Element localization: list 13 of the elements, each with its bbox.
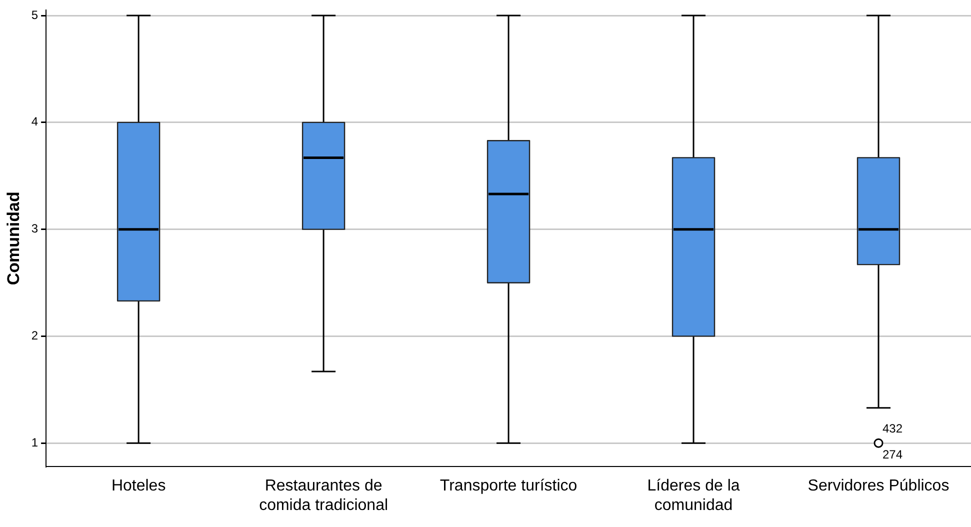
y-tick-label: 3 — [31, 222, 38, 236]
x-tick-label: Líderes de la comunidad — [647, 478, 740, 514]
y-axis-title: Comunidad — [4, 192, 23, 286]
x-tick-label: Transporte turístico — [440, 478, 578, 495]
y-tick-label: 5 — [31, 8, 38, 22]
y-tick-label: 2 — [31, 328, 38, 343]
y-tick-label: 4 — [31, 114, 38, 129]
annotation: 432 — [882, 421, 903, 436]
annotation: 274 — [882, 447, 903, 462]
x-tick-label: Hoteles — [111, 478, 166, 495]
x-tick-label: Servidores Públicos — [808, 478, 950, 495]
y-tick-label: 1 — [31, 435, 38, 450]
x-tick-label: Restaurantes de comida tradicional — [259, 478, 388, 514]
